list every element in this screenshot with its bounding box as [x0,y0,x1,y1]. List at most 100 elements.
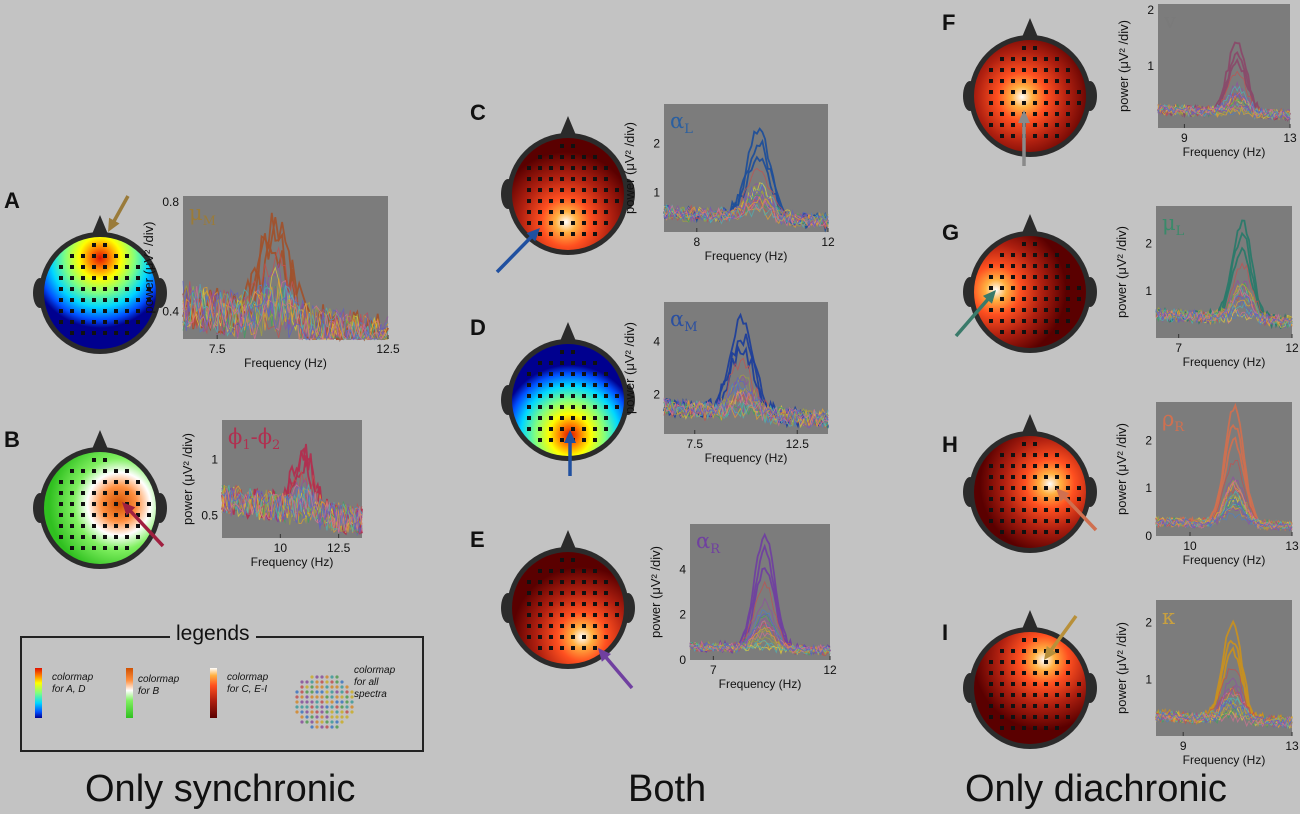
electrode [92,254,96,258]
legend-dot [340,720,344,724]
electrode [549,383,553,387]
electrode [593,602,597,606]
electrode [103,276,107,280]
x-axis-label: Frequency (Hz) [1183,145,1266,159]
electrode [1011,682,1015,686]
electrode [604,405,608,409]
legend-dot [335,725,339,729]
electrode [604,383,608,387]
electrode [538,569,542,573]
electrode [604,221,608,225]
legend-title: legends [170,622,256,646]
x-tick-label: 8 [693,235,700,249]
electrode [582,372,586,376]
electrode [571,438,575,442]
electrode [560,155,564,159]
electrode [593,569,597,573]
legend-dot [320,710,324,714]
electrode [571,166,575,170]
legend-dot [305,715,309,719]
y-tick-label: 2 [679,608,686,622]
electrode [59,480,63,484]
electrode [1077,286,1081,290]
electrode [1022,530,1026,534]
electrode [1033,308,1037,312]
electrode [1044,286,1048,290]
electrode [1011,660,1015,664]
x-axis-label: Frequency (Hz) [719,677,802,691]
electrode [1033,79,1037,83]
electrode [527,591,531,595]
electrode [125,265,129,269]
electrode [615,199,619,203]
electrode [1022,649,1026,653]
electrode [147,298,151,302]
electrode [604,394,608,398]
legend-dot [315,705,319,709]
head-scalp-map [44,452,156,564]
legend-dot [335,710,339,714]
legend-dot [350,690,354,694]
y-axis-label: power (μV² /div) [622,322,637,414]
electrode [114,502,118,506]
legend-dot [340,690,344,694]
electrode [1022,253,1026,257]
legend-all-line2: for all [354,677,379,688]
legend-dot [315,695,319,699]
electrode [582,232,586,236]
electrode [527,580,531,584]
electrode [1055,112,1059,116]
electrode [560,405,564,409]
electrode [1011,330,1015,334]
electrode [92,243,96,247]
electrode [1033,649,1037,653]
legend-dot [315,700,319,704]
electrode [1022,46,1026,50]
electrode [1055,682,1059,686]
electrode [582,580,586,584]
electrode [1077,101,1081,105]
electrode [1000,330,1004,334]
electrode [114,298,118,302]
electrode [1000,123,1004,127]
spectrum-chart-f: v2 1 9 13 Frequency (Hz) power (μV² /div) [1116,4,1297,159]
electrode [1022,286,1026,290]
electrode [1000,530,1004,534]
electrode [1011,90,1015,94]
legend-dot [310,710,314,714]
electrode [1000,134,1004,138]
electrode [1044,453,1048,457]
electrode [989,671,993,675]
electrode [1055,286,1059,290]
electrode [1000,704,1004,708]
electrode [1044,330,1048,334]
electrode [1066,101,1070,105]
electrode [1000,112,1004,116]
x-tick-label: 7 [1175,341,1182,355]
electrode [560,613,564,617]
legend-dot [315,675,319,679]
electrode [1011,123,1015,127]
legend-dot [350,710,354,714]
electrode [125,287,129,291]
electrode [593,646,597,650]
electrode [1044,715,1048,719]
electrode [103,502,107,506]
electrode [538,221,542,225]
electrode [1000,519,1004,523]
electrode [1011,671,1015,675]
legend-dot [310,690,314,694]
electrode [604,613,608,617]
electrode [527,602,531,606]
electrode [81,331,85,335]
electrode [103,458,107,462]
electrode [59,535,63,539]
electrode [70,287,74,291]
electrode [560,232,564,236]
electrode [560,624,564,628]
spectra-traces [689,532,831,656]
electrode [1022,275,1026,279]
electrode [1011,453,1015,457]
electrode [560,372,564,376]
electrode [1033,497,1037,501]
